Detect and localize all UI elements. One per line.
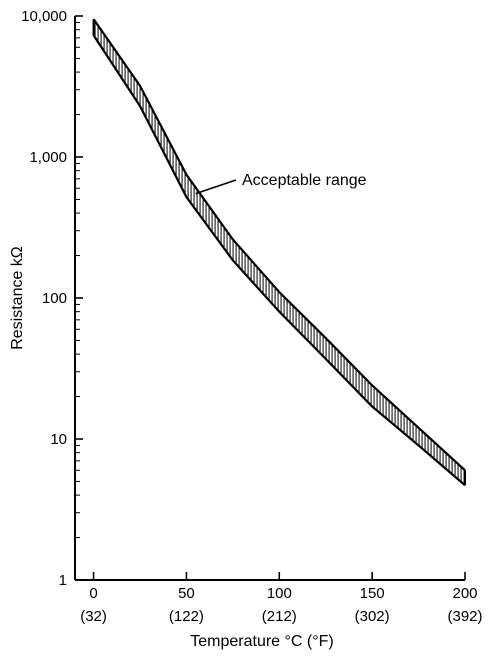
x-tick-label-celsius: 150 bbox=[360, 585, 385, 602]
axis-titles: Temperature °C (°F) Resistance kΩ bbox=[9, 246, 334, 650]
x-tick-label-fahrenheit: (302) bbox=[355, 608, 390, 625]
tick-labels: 1 10 100 1,000 10,000 0 (32) 50 (122) 100 (212) 150… bbox=[21, 8, 482, 625]
annotation-leader-line bbox=[195, 179, 237, 195]
x-axis-title: Temperature °C (°F) bbox=[190, 633, 334, 650]
x-tick-label-celsius: 50 bbox=[178, 585, 195, 602]
x-tick-label-celsius: 200 bbox=[452, 585, 477, 602]
x-tick-label-fahrenheit: (392) bbox=[447, 608, 482, 625]
y-tick-label: 10 bbox=[50, 431, 67, 448]
x-tick-label-celsius: 0 bbox=[89, 585, 97, 602]
y-tick-label: 1,000 bbox=[29, 149, 67, 166]
y-axis-title: Resistance kΩ bbox=[9, 246, 26, 350]
annotation: Acceptable range bbox=[195, 172, 367, 195]
annotation-label: Acceptable range bbox=[242, 172, 367, 189]
band-fill bbox=[93, 19, 465, 486]
x-tick-label-fahrenheit: (122) bbox=[169, 608, 204, 625]
y-tick-label: 100 bbox=[42, 290, 67, 307]
x-tick-label-fahrenheit: (212) bbox=[262, 608, 297, 625]
band-upper-edge bbox=[92, 18, 466, 472]
y-tick-label: 10,000 bbox=[21, 8, 67, 25]
x-tick-label-fahrenheit: (32) bbox=[80, 608, 107, 625]
axes bbox=[74, 15, 466, 581]
band-lower-edge bbox=[92, 34, 466, 487]
y-tick-label: 1 bbox=[59, 572, 67, 589]
x-tick-label-celsius: 100 bbox=[267, 585, 292, 602]
acceptable-range-band bbox=[92, 18, 466, 487]
